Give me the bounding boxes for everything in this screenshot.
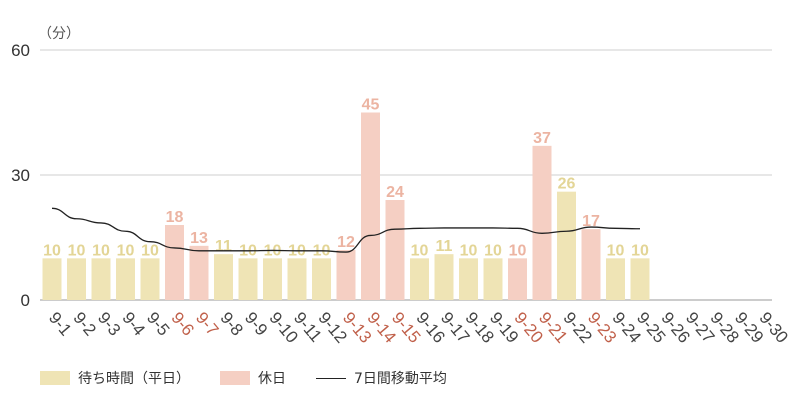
- legend-label-weekday: 待ち時間（平日）: [78, 371, 190, 387]
- bar: [434, 254, 454, 300]
- bar: [165, 225, 184, 300]
- bar-value-label: 10: [460, 242, 478, 259]
- x-tick-label: 9-3: [94, 308, 124, 339]
- y-tick-label: 0: [21, 291, 30, 310]
- bar-value-label: 10: [631, 242, 649, 259]
- x-tick-label: 9-6: [167, 308, 197, 339]
- bar-value-label: 11: [215, 238, 232, 255]
- y-unit-label: （分）: [38, 26, 80, 42]
- bar-value-label: 10: [43, 242, 61, 259]
- bar-value-label: 10: [411, 242, 429, 259]
- bar-value-label: 18: [166, 209, 184, 226]
- bar: [312, 258, 331, 300]
- legend-swatch-weekday: [40, 371, 70, 385]
- x-tick-label: 9-4: [118, 308, 148, 339]
- y-tick-label: 30: [11, 166, 30, 185]
- bar: [287, 258, 307, 300]
- grid-lines: [40, 49, 772, 301]
- bar-value-label: 24: [386, 184, 404, 201]
- bar: [483, 258, 503, 300]
- bar: [508, 258, 527, 300]
- legend-swatch-moving-average: [316, 377, 346, 379]
- bar-value-label: 45: [362, 97, 380, 114]
- legend-label-moving-average: 7日間移動平均: [354, 371, 447, 387]
- x-tick-label: 9-7: [192, 308, 222, 339]
- bar: [581, 229, 601, 300]
- bar: [140, 258, 160, 300]
- y-tick-label: 60: [11, 41, 30, 60]
- bar: [361, 112, 380, 300]
- moving-average-path: [51, 207, 641, 253]
- bar-value-label: 10: [607, 242, 625, 259]
- bar: [385, 200, 405, 300]
- bar: [42, 258, 62, 300]
- legend-item-holiday: 休日: [220, 368, 286, 388]
- bar-value-label: 17: [582, 213, 600, 230]
- bar: [410, 258, 429, 300]
- bar: [336, 250, 356, 300]
- x-tick-label: 9-2: [69, 308, 99, 339]
- bar: [263, 258, 282, 300]
- bar-value-label: 10: [484, 242, 502, 259]
- bar-value-label: 37: [533, 130, 551, 147]
- bar: [116, 258, 135, 300]
- x-tick-label: 9-8: [216, 308, 246, 339]
- bar-value-label: 11: [436, 238, 453, 255]
- bar-value-label: 10: [141, 242, 159, 259]
- bar: [532, 145, 552, 300]
- x-tick-label: 9-5: [143, 308, 173, 339]
- x-tick-label: 9-9: [241, 308, 271, 339]
- bars: [42, 112, 650, 300]
- x-axis-labels: 9-19-29-39-49-59-69-79-89-99-109-119-129…: [45, 308, 792, 346]
- bar: [189, 245, 209, 300]
- x-tick-label: 9-1: [45, 308, 75, 339]
- moving-average-line: [51, 207, 641, 253]
- bar-value-label: 10: [92, 242, 110, 259]
- bar: [557, 191, 576, 300]
- bar: [459, 258, 478, 300]
- y-axis-ticks: 0 30 60: [11, 41, 30, 310]
- bar-value-label: 10: [509, 242, 527, 259]
- bar: [91, 258, 111, 300]
- bar: [630, 258, 650, 300]
- bar-value-label: 12: [337, 234, 355, 251]
- bar: [67, 258, 86, 300]
- bar-value-label: 10: [117, 242, 135, 259]
- bar: [214, 254, 233, 300]
- legend-item-weekday: 待ち時間（平日）: [40, 368, 190, 388]
- bar-value-label: 26: [558, 176, 576, 193]
- legend-swatch-holiday: [220, 371, 250, 385]
- bar: [238, 258, 258, 300]
- bar-value-label: 13: [190, 230, 208, 247]
- legend: 待ち時間（平日） 休日 7日間移動平均: [40, 368, 477, 388]
- bar-value-label: 10: [68, 242, 86, 259]
- legend-item-moving-average: 7日間移動平均: [316, 368, 447, 388]
- bar: [606, 258, 625, 300]
- legend-label-holiday: 休日: [258, 371, 286, 387]
